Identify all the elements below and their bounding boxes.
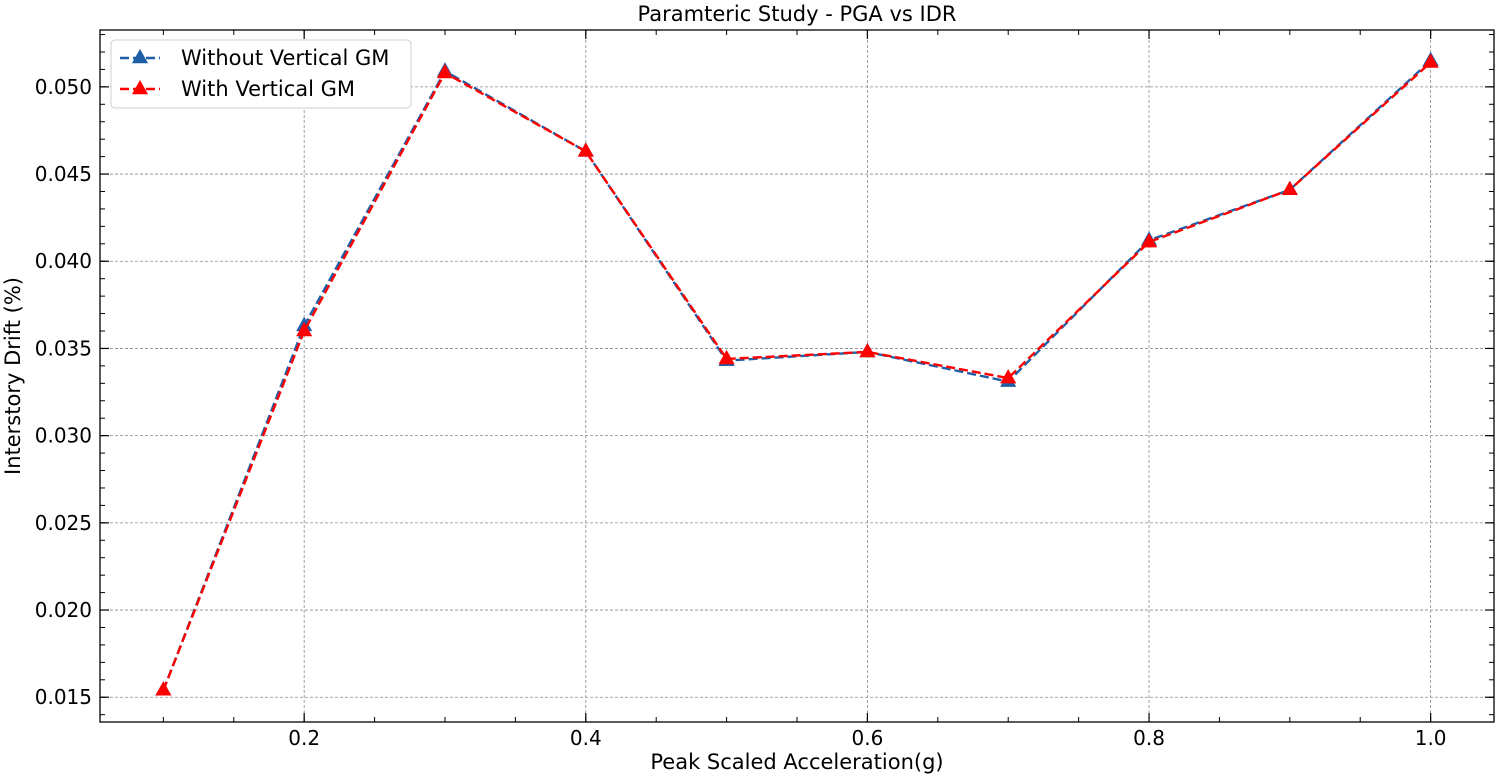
series-line <box>162 61 1432 691</box>
x-tick-label: 0.4 <box>570 726 602 750</box>
x-tick-label: 0.2 <box>288 726 320 750</box>
legend-box <box>110 39 412 109</box>
y-tick-label: 0.015 <box>35 685 92 709</box>
y-tick-label: 0.035 <box>35 336 92 360</box>
x-tick-label: 0.8 <box>1133 726 1165 750</box>
y-tick-label: 0.020 <box>35 598 92 622</box>
y-tick-label: 0.030 <box>35 424 92 448</box>
data-point <box>296 321 313 337</box>
chart-title: Paramteric Study - PGA vs IDR <box>638 2 957 26</box>
plot-frame <box>99 29 1495 723</box>
legend-label: With Vertical GM <box>181 77 355 101</box>
data-point <box>1422 53 1439 68</box>
y-axis-title: Interstory Drift (%) <box>1 277 25 475</box>
y-tick-label: 0.050 <box>35 75 92 99</box>
data-point <box>155 681 172 696</box>
legend-marker <box>131 48 149 64</box>
data-point <box>1140 233 1158 248</box>
x-tick-label: 1.0 <box>1415 726 1447 750</box>
grid <box>100 30 1494 722</box>
y-tick-labels: 0.015 0.020 0.025 0.030 0.035 0.040 0.045 0.050 <box>35 75 92 709</box>
series-layer <box>155 51 1439 696</box>
y-tick-label: 0.025 <box>35 511 92 535</box>
legend: Without Vertical GM With Vertical GM <box>110 39 412 109</box>
data-point <box>718 349 735 365</box>
y-tick-label: 0.045 <box>35 162 92 186</box>
legend-label: Without Vertical GM <box>181 46 389 70</box>
data-point <box>1281 180 1298 196</box>
data-point <box>859 342 876 358</box>
series-1 <box>155 51 1439 696</box>
data-point <box>577 142 594 157</box>
data-point <box>1000 369 1017 384</box>
legend-entries: Without Vertical GM With Vertical GM <box>120 46 389 101</box>
series-2 <box>155 53 1439 696</box>
y-tick-label: 0.040 <box>35 249 92 273</box>
series-line <box>162 59 1432 691</box>
major-ticks <box>100 30 1494 722</box>
data-point <box>436 63 454 79</box>
minor-ticks <box>100 30 1494 722</box>
x-tick-labels: 0.2 0.4 0.6 0.8 1.0 <box>288 726 1446 750</box>
x-tick-label: 0.6 <box>851 726 883 750</box>
x-axis-title: Peak Scaled Acceleration(g) <box>650 750 943 774</box>
legend-marker <box>131 79 149 95</box>
